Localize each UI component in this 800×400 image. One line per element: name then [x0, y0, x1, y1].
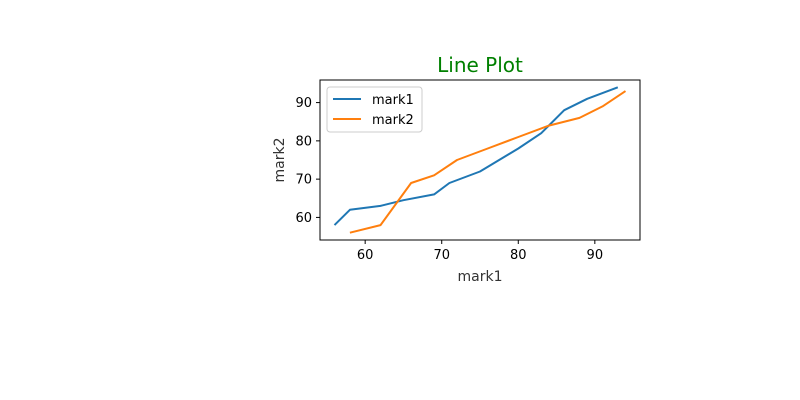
axes-frame	[319, 79, 641, 241]
series-line-mark1	[333, 86, 619, 226]
series-layer	[333, 86, 627, 234]
x-tick-label: 90	[587, 248, 604, 263]
y-axis: 60 70 80 90	[295, 96, 320, 226]
y-axis-label: mark2	[272, 138, 288, 183]
x-axis-label: mark1	[458, 269, 503, 285]
y-tick-label: 90	[295, 96, 312, 111]
legend-label-mark2: mark2	[372, 113, 414, 128]
y-tick-label: 60	[295, 211, 312, 226]
chart-title: Line Plot	[437, 53, 523, 77]
legend-label-mark1: mark1	[372, 93, 414, 108]
x-axis: 60 70 80 90	[357, 240, 603, 263]
x-tick-label: 60	[357, 248, 374, 263]
series-line-mark2	[349, 90, 627, 234]
x-tick-label: 70	[433, 248, 450, 263]
y-tick-label: 80	[295, 134, 312, 149]
legend: mark1 mark2	[326, 86, 423, 133]
y-tick-label: 70	[295, 173, 312, 188]
x-tick-label: 80	[510, 248, 527, 263]
